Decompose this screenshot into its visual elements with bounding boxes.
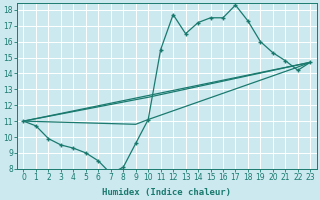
X-axis label: Humidex (Indice chaleur): Humidex (Indice chaleur) (102, 188, 231, 197)
